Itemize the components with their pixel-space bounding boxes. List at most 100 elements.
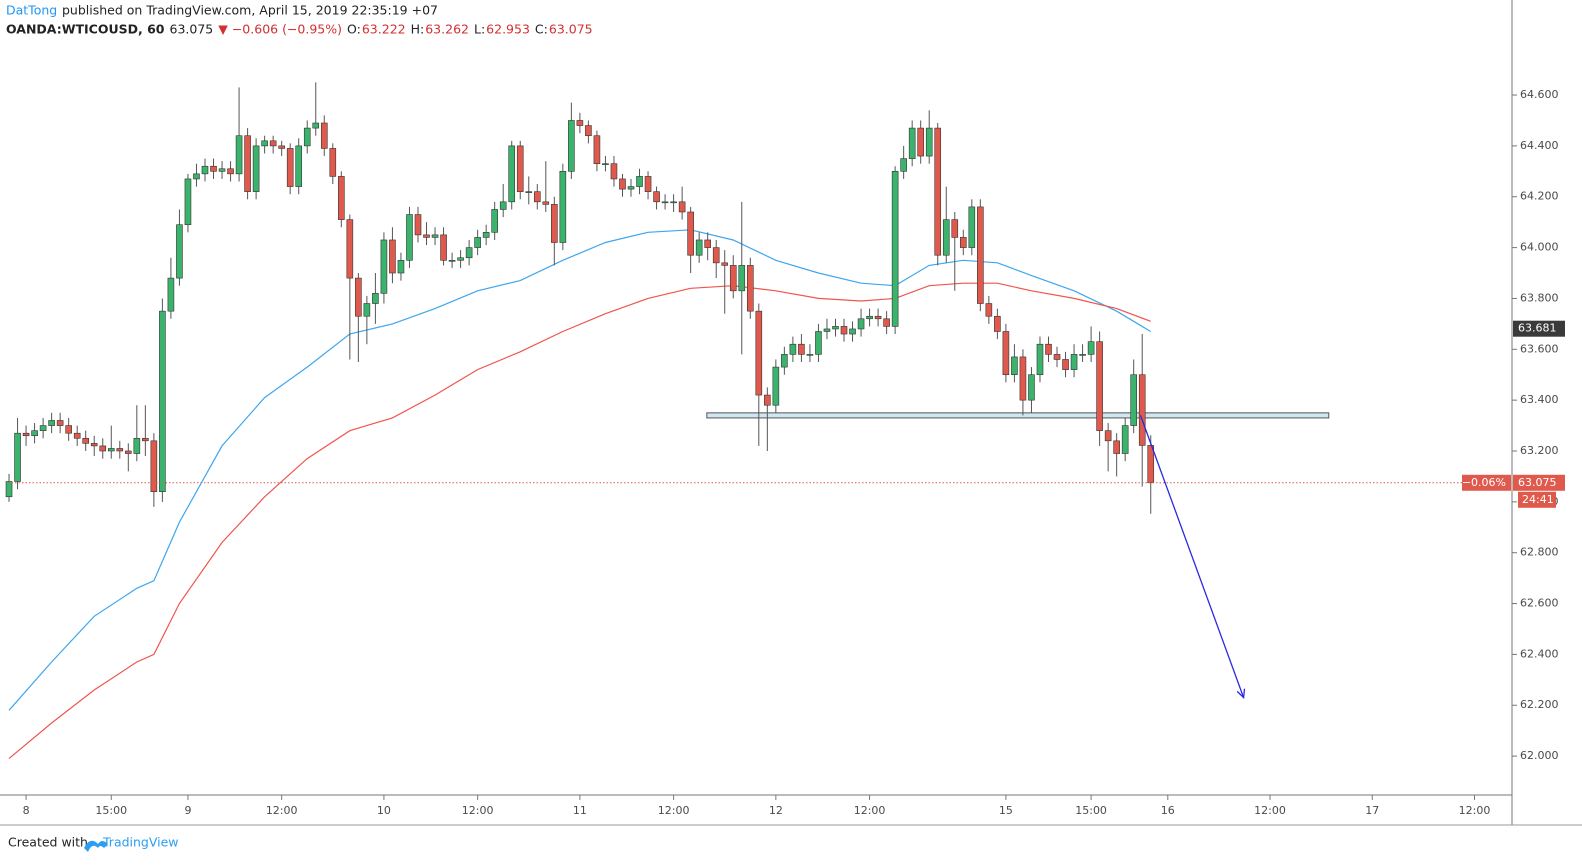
candle-body: [5, 481, 13, 498]
candle-body: [1070, 354, 1078, 370]
candle-body: [499, 201, 507, 210]
candle-body: [772, 366, 780, 406]
candle-body: [977, 206, 984, 304]
candle-body: [465, 247, 473, 259]
candle-body: [849, 328, 856, 335]
candle-body: [610, 163, 618, 180]
candle-body: [414, 214, 422, 236]
candle-body: [90, 443, 98, 447]
candle-body: [252, 145, 260, 192]
candle-body: [261, 140, 268, 147]
y-tick-label: 63.400: [1520, 393, 1559, 406]
ma-label-box: [1513, 320, 1565, 337]
candle-body: [951, 219, 959, 238]
x-tick-label: 15:00: [1075, 804, 1107, 817]
candle-body: [1053, 354, 1061, 360]
y-tick-label: 64.600: [1520, 88, 1559, 101]
price: 63.075: [170, 22, 214, 37]
candle-body: [738, 265, 746, 292]
moving-average: [8, 282, 1151, 760]
candle-body: [627, 186, 635, 190]
candle-body: [764, 394, 771, 406]
candle-body: [942, 219, 950, 256]
candle-body: [806, 354, 814, 356]
candle-body: [1104, 430, 1112, 442]
candle-body: [201, 165, 209, 175]
candle-body: [789, 343, 797, 355]
candle-body: [82, 437, 90, 444]
candle-body: [389, 239, 396, 274]
candle-body: [56, 420, 64, 426]
candle-body: [619, 178, 626, 190]
candle-body: [959, 237, 967, 248]
candle-body: [142, 437, 149, 442]
candle-body: [355, 277, 362, 317]
candle-body: [746, 265, 754, 312]
ohlc-label: L:: [474, 22, 485, 37]
candle-body: [116, 448, 124, 452]
candle-body: [235, 135, 243, 175]
candle-body: [874, 315, 882, 320]
ohlc-label: C:: [535, 22, 548, 37]
candle-body: [1113, 440, 1120, 454]
candle-body: [1121, 425, 1129, 454]
candle-body: [380, 239, 388, 294]
candle-body: [440, 234, 447, 261]
candle-body: [227, 168, 234, 175]
candle-body: [542, 201, 550, 205]
candle-body: [729, 265, 737, 292]
candle-body: [994, 315, 1001, 332]
ohlc-value: 63.222: [362, 22, 406, 37]
x-tick-label: 15:00: [95, 804, 127, 817]
candle-body: [968, 206, 976, 248]
x-tick-label: 12:00: [1459, 804, 1491, 817]
candle-body: [721, 262, 729, 266]
candle-body: [278, 145, 285, 149]
publish-info: published on TradingView.com, April 15, …: [62, 3, 438, 18]
candle-body: [908, 127, 916, 159]
candle-body: [125, 450, 132, 454]
candle-body: [1079, 354, 1086, 356]
ohlc-value: 62.953: [486, 22, 530, 37]
candle-body: [925, 127, 933, 157]
candle-body: [1087, 341, 1095, 355]
candle-body: [73, 432, 81, 439]
candle-body: [431, 234, 439, 238]
candle-body: [423, 234, 430, 238]
candle-body: [107, 448, 115, 452]
y-tick-label: 62.400: [1520, 647, 1559, 660]
candle-body: [193, 173, 200, 180]
candle-body: [832, 326, 839, 330]
candle-body: [593, 135, 601, 164]
candle-body: [585, 125, 592, 137]
candle-body: [1028, 374, 1035, 401]
symbol-line: OANDA:WTICOUSD, 60 63.075 ▼ −0.606 (−0.95%…: [6, 22, 593, 37]
candle-body: [22, 432, 30, 437]
candle-body: [303, 127, 311, 147]
candle-body: [218, 168, 226, 172]
candle-body: [1138, 374, 1146, 446]
candle-body: [917, 127, 924, 157]
footer-text: Created with: [8, 835, 88, 850]
candle-body: [457, 257, 464, 261]
candle-body: [653, 191, 660, 203]
candle-body: [99, 445, 107, 452]
x-tick-label: 15: [999, 804, 1013, 817]
x-tick-label: 16: [1161, 804, 1175, 817]
candle-body: [1130, 374, 1137, 426]
x-tick-label: 17: [1365, 804, 1379, 817]
candle-body: [798, 343, 805, 355]
candle-body: [1147, 445, 1155, 484]
candle-body: [781, 354, 788, 368]
candle-body: [269, 140, 277, 147]
candle-body: [338, 176, 345, 220]
candle-body: [670, 201, 677, 204]
candle-body: [568, 120, 575, 172]
y-tick-label: 63.200: [1520, 444, 1559, 457]
candle-body: [712, 247, 720, 264]
candle-body: [755, 310, 763, 396]
candle-body: [602, 163, 609, 165]
candle-body: [1002, 331, 1010, 376]
candle-body: [1036, 343, 1044, 376]
